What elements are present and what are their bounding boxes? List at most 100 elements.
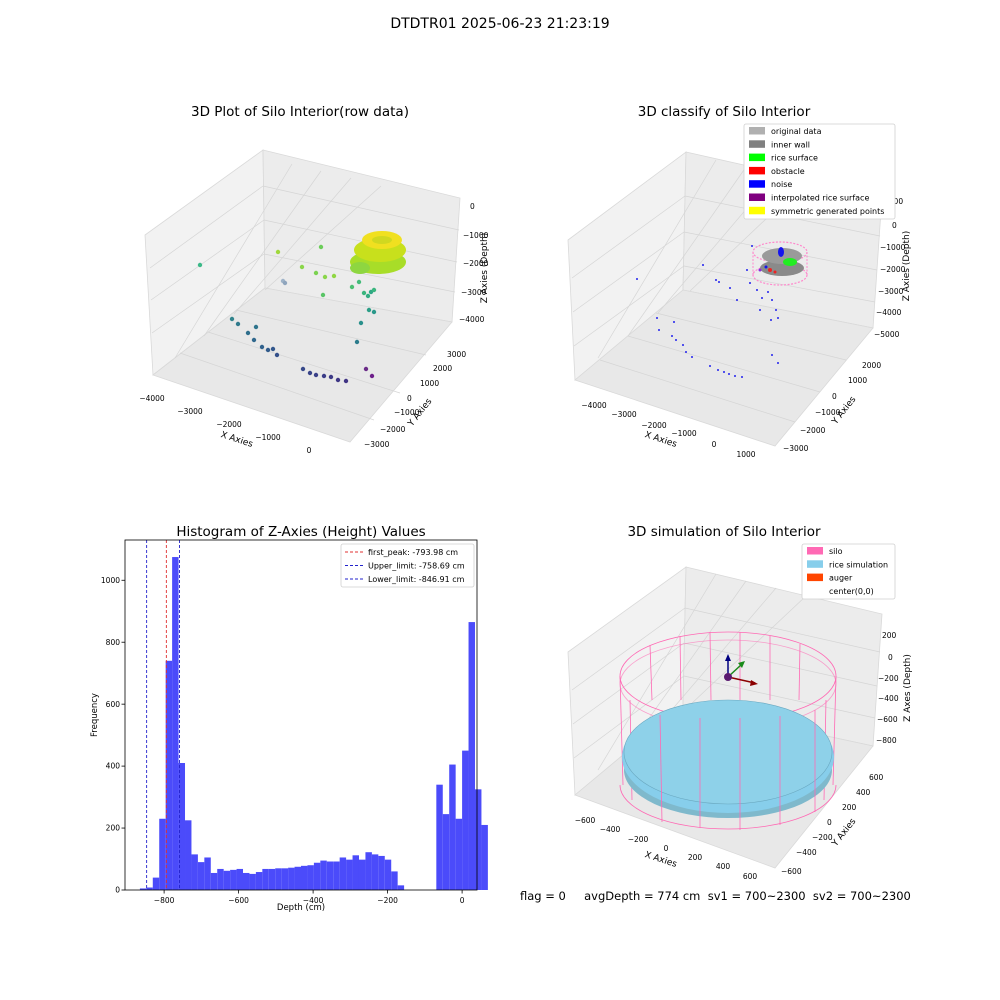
y-tick-label: 1000 xyxy=(101,576,120,585)
panel2-ztick: −4000 xyxy=(876,308,902,317)
panel4-ytick: −600 xyxy=(781,867,802,876)
panel4-zlabel: Z Axes (Depth) xyxy=(903,654,913,722)
histogram-bar xyxy=(333,861,340,890)
panel1-title: 3D Plot of Silo Interior(row data) xyxy=(191,104,409,120)
histogram-bar xyxy=(249,873,256,890)
legend-entry-label: auger xyxy=(829,574,853,583)
panel2-ytick: −3000 xyxy=(783,444,809,453)
panel4-grid xyxy=(571,573,881,771)
panel4-ytick: 400 xyxy=(856,788,871,797)
panel4-ztick: 0 xyxy=(888,653,893,662)
panel4-xlabel: X Axies xyxy=(643,850,678,870)
panel1-xtick: −1000 xyxy=(255,433,281,442)
histogram-bars xyxy=(139,557,488,890)
panel2-zlabel: Z Axies (Depth) xyxy=(902,231,912,302)
panel4-ztick: −800 xyxy=(876,736,897,745)
panel4-xtick: 200 xyxy=(688,853,703,862)
panel4-legend-box xyxy=(801,543,896,600)
panel4-ztick: −400 xyxy=(878,694,899,703)
panel2-xtick: 0 xyxy=(712,440,717,449)
panel1-ztick: 0 xyxy=(470,202,475,211)
histogram-ylabel: Frequency xyxy=(90,693,100,737)
panel4-ytick: 200 xyxy=(842,803,857,812)
panel2-ztick: −5000 xyxy=(874,330,900,339)
panel2-ztick: −1000 xyxy=(880,243,906,252)
panel2-title: 3D classify of Silo Interior xyxy=(638,104,811,120)
histogram-xlabel: Depth (cm) xyxy=(277,903,325,913)
histogram-bar xyxy=(468,622,475,890)
histogram-bar xyxy=(442,814,450,890)
panel1-ytick: 2000 xyxy=(433,364,452,373)
histogram-frame xyxy=(124,539,478,891)
histogram-bar xyxy=(301,865,308,890)
histogram-legend-box xyxy=(340,543,475,588)
panel2-xtick: 1000 xyxy=(736,450,755,459)
panel-histogram: Histogram of Z-Axies (Height) Values −80… xyxy=(90,524,488,913)
panel1-xtick: −2000 xyxy=(216,420,242,429)
histogram-bar xyxy=(178,763,186,890)
histogram-bar xyxy=(346,859,353,890)
panel2-ytick: 0 xyxy=(832,392,837,401)
histogram-bar xyxy=(371,854,379,890)
panel1-xlabel: X Axies xyxy=(219,430,254,450)
histogram-bar xyxy=(352,855,359,890)
histogram-bar xyxy=(268,868,276,890)
panel4-ylabel: Y Axies xyxy=(830,817,859,850)
panel2-legend: original data inner wall rice surface obsta… xyxy=(743,123,896,220)
histogram-bar xyxy=(146,887,153,890)
histogram-bar xyxy=(313,862,321,890)
histogram-bar xyxy=(223,870,231,890)
histogram-bar xyxy=(217,868,224,890)
panel2-ztick: −2000 xyxy=(880,265,906,274)
panel4-ytick: −200 xyxy=(812,833,833,842)
panel1-ytick: 1000 xyxy=(420,379,439,388)
y-tick-label: 400 xyxy=(106,762,121,771)
histogram-bar xyxy=(320,860,327,890)
legend-entry-label: interpolated rice surface xyxy=(771,194,869,203)
histogram-bar xyxy=(326,861,334,890)
legend-swatch xyxy=(807,560,823,568)
histogram-bar xyxy=(243,872,250,890)
histogram-x-ticks: −800 −600 −400 −200 0 xyxy=(154,890,465,905)
panel4-ytick: 600 xyxy=(869,773,884,782)
legend-entry-label: Upper_limit: -758.69 cm xyxy=(368,562,465,571)
y-tick-label: 0 xyxy=(115,886,120,895)
histogram-bar xyxy=(294,866,301,890)
x-tick-label: −400 xyxy=(303,896,324,905)
histogram-bar xyxy=(197,862,205,890)
panel1-ztick: −3000 xyxy=(461,288,487,297)
panel-simulation-3d: 3D simulation of Silo Interior −600 −400… xyxy=(567,524,913,881)
legend-entry-label: noise xyxy=(771,180,792,189)
panel4-xtick: 0 xyxy=(664,844,669,853)
figure-title: DTDTR01 2025-06-23 21:23:19 xyxy=(390,16,610,32)
legend-swatch xyxy=(749,153,765,162)
histogram-bar xyxy=(455,818,463,890)
histogram-bar xyxy=(275,868,282,890)
histogram-bar xyxy=(462,750,469,890)
histogram-y-ticks: 0 200 400 600 800 1000 xyxy=(101,576,125,895)
panel-classify-3d: 3D classify of Silo Interior −4000 −3000… xyxy=(567,104,912,459)
histogram-bar xyxy=(307,865,314,890)
panel1-ytick: 0 xyxy=(407,394,412,403)
histogram-bar xyxy=(191,854,198,890)
histogram-bar xyxy=(436,784,443,890)
histogram-bar xyxy=(139,888,147,890)
chart-title: Histogram of Z-Axies (Height) Values xyxy=(176,524,425,540)
x-tick-label: −200 xyxy=(377,896,398,905)
panel4-ztick: −600 xyxy=(877,715,898,724)
panel4-title: 3D simulation of Silo Interior xyxy=(627,524,821,540)
status-footer: flag = 0 avgDepth = 774 cm sv1 = 700~230… xyxy=(520,889,911,903)
histogram-bar xyxy=(449,764,456,890)
histogram-bar xyxy=(339,857,347,890)
panel4-ztick: −200 xyxy=(878,674,899,683)
panel1-zlabel: Z Axies (Depth) xyxy=(480,233,490,304)
x-tick-label: −600 xyxy=(228,896,249,905)
panel2-legend-box xyxy=(743,123,896,220)
panel2-ytick: −1000 xyxy=(815,408,841,417)
histogram-bar xyxy=(172,557,179,890)
legend-swatch xyxy=(749,180,765,188)
histogram-bar xyxy=(474,789,482,890)
panel2-noise-points xyxy=(636,245,779,378)
panel2-xtick: −2000 xyxy=(641,421,667,430)
panel4-ytick: −400 xyxy=(796,848,817,857)
